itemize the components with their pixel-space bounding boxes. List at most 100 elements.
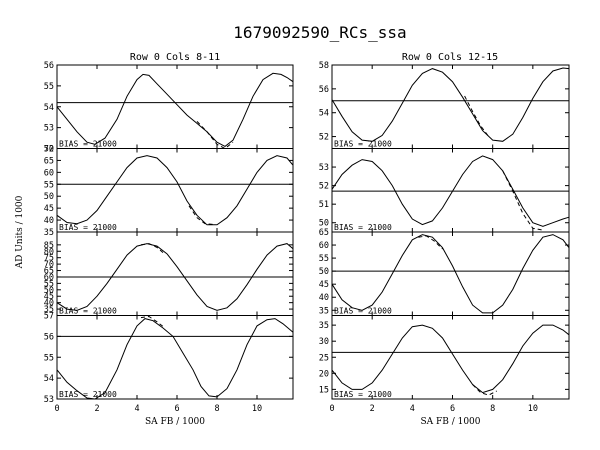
y-axis-label: AD Units / 1000	[15, 195, 25, 269]
x-tick-label: 10	[252, 404, 262, 414]
y-tick-label: 45	[44, 292, 54, 302]
y-tick-label: 53	[319, 163, 329, 173]
y-tick-label: 51	[319, 200, 329, 210]
y-tick-label: 45	[319, 280, 329, 290]
panel-2-1: 52 54 56 58 BIAS = 21000	[319, 61, 570, 149]
chart-column-2: Row 0 Cols 12-15 52 54 56 58 BIAS = 21000 50 51…	[319, 52, 570, 427]
y-tick-label: 35	[319, 306, 329, 316]
panel-frame	[56, 315, 294, 400]
fit-curve-dashed	[196, 121, 234, 150]
figure-title: 1679092590_RCs_ssa	[233, 23, 406, 42]
y-tick-label: 56	[44, 61, 54, 71]
bias-label: BIAS = 21000	[334, 390, 392, 399]
y-tick-label: 54	[319, 109, 329, 119]
y-tick-label: 58	[319, 61, 329, 71]
chart-subtitle: Row 0 Cols 8-11	[130, 52, 220, 63]
panel-frame	[56, 231, 294, 316]
y-tick-label: 20	[319, 369, 329, 379]
x-tick-label: 6	[174, 404, 179, 414]
bias-label: BIAS = 21000	[59, 223, 117, 232]
panel-1-4: 53 54 55 56 57 BIAS = 21000	[44, 312, 294, 405]
y-tick-label: 40	[44, 216, 54, 226]
panel-2-3: 35 40 45 50 55 60 65 BIAS = 21000	[319, 228, 570, 316]
y-tick-label: 56	[44, 332, 54, 342]
fit-curve-dashed	[188, 205, 214, 225]
y-tick-label: 70	[44, 260, 54, 270]
x-axis-label: SA FB / 1000	[145, 417, 205, 427]
y-tick-label: 40	[319, 293, 329, 303]
x-tick-label: 0	[54, 404, 59, 414]
bias-label: BIAS = 21000	[334, 223, 392, 232]
y-tick-label: 45	[44, 204, 54, 214]
data-curve	[56, 318, 294, 400]
y-tick-label: 55	[44, 279, 54, 289]
bias-label: BIAS = 21000	[59, 140, 117, 149]
fit-curve-dashed	[472, 384, 497, 396]
x-tick-label: 4	[410, 404, 415, 414]
y-tick-label: 57	[44, 312, 54, 322]
y-tick-label: 60	[319, 241, 329, 251]
bias-label: BIAS = 21000	[59, 390, 117, 399]
panel-frame	[56, 148, 294, 233]
y-tick-label: 35	[319, 321, 329, 331]
x-axis-label: SA FB / 1000	[420, 417, 480, 427]
chart-subtitle: Row 0 Cols 12-15	[402, 52, 498, 63]
panel-2-2: 50 51 52 53 BIAS = 21000	[319, 148, 570, 233]
y-tick-label: 55	[44, 180, 54, 190]
y-tick-label: 55	[319, 254, 329, 264]
y-tick-label: 55	[44, 353, 54, 363]
fit-curve-dashed	[464, 95, 490, 137]
y-tick-label: 52	[44, 145, 54, 155]
y-tick-label: 53	[44, 395, 54, 405]
y-tick-label: 50	[44, 192, 54, 202]
y-tick-label: 50	[319, 267, 329, 277]
y-tick-label: 75	[44, 254, 54, 264]
panel-1-1: 52 53 54 55 56 BIAS = 21000	[44, 61, 294, 155]
data-curve	[331, 234, 570, 314]
y-tick-label: 35	[44, 305, 54, 315]
y-tick-label: 25	[319, 353, 329, 363]
y-tick-label: 50	[44, 286, 54, 296]
y-tick-label: 54	[44, 103, 54, 113]
data-curve	[56, 243, 294, 311]
y-tick-label: 56	[319, 85, 329, 95]
bias-label: BIAS = 21000	[59, 307, 117, 316]
x-tick-label: 4	[134, 404, 139, 414]
y-tick-label: 85	[44, 241, 54, 251]
y-tick-label: 53	[44, 124, 54, 134]
x-tick-label: 0	[329, 404, 334, 414]
x-tick-label: 8	[214, 404, 219, 414]
data-curve	[56, 155, 294, 226]
data-curve	[56, 72, 294, 147]
data-curve	[331, 155, 570, 227]
bias-label: BIAS = 21000	[334, 307, 392, 316]
y-tick-label: 50	[319, 219, 329, 229]
y-tick-label: 54	[44, 374, 54, 384]
data-curve	[331, 324, 570, 394]
bias-label: BIAS = 21000	[334, 140, 392, 149]
y-tick-label: 70	[44, 145, 54, 155]
fit-curve-dashed	[502, 170, 543, 231]
y-tick-label: 40	[44, 299, 54, 309]
fit-curve-dashed	[140, 315, 166, 329]
x-tick-label: 6	[450, 404, 455, 414]
y-tick-label: 15	[319, 385, 329, 395]
data-curve	[331, 67, 570, 142]
fit-curve-dashed	[418, 235, 443, 250]
panel-frame	[56, 64, 294, 149]
y-tick-label: 35	[44, 228, 54, 238]
y-tick-label: 60	[44, 168, 54, 178]
y-tick-label: 60	[44, 273, 54, 283]
y-tick-label: 65	[319, 228, 329, 238]
panel-2-4: 15 20 25 30 35 BIAS = 21000	[319, 315, 570, 400]
y-tick-label: 52	[319, 182, 329, 192]
panel-frame	[331, 64, 570, 149]
y-tick-label: 55	[44, 82, 54, 92]
x-tick-label: 10	[528, 404, 538, 414]
y-tick-label: 65	[44, 156, 54, 166]
